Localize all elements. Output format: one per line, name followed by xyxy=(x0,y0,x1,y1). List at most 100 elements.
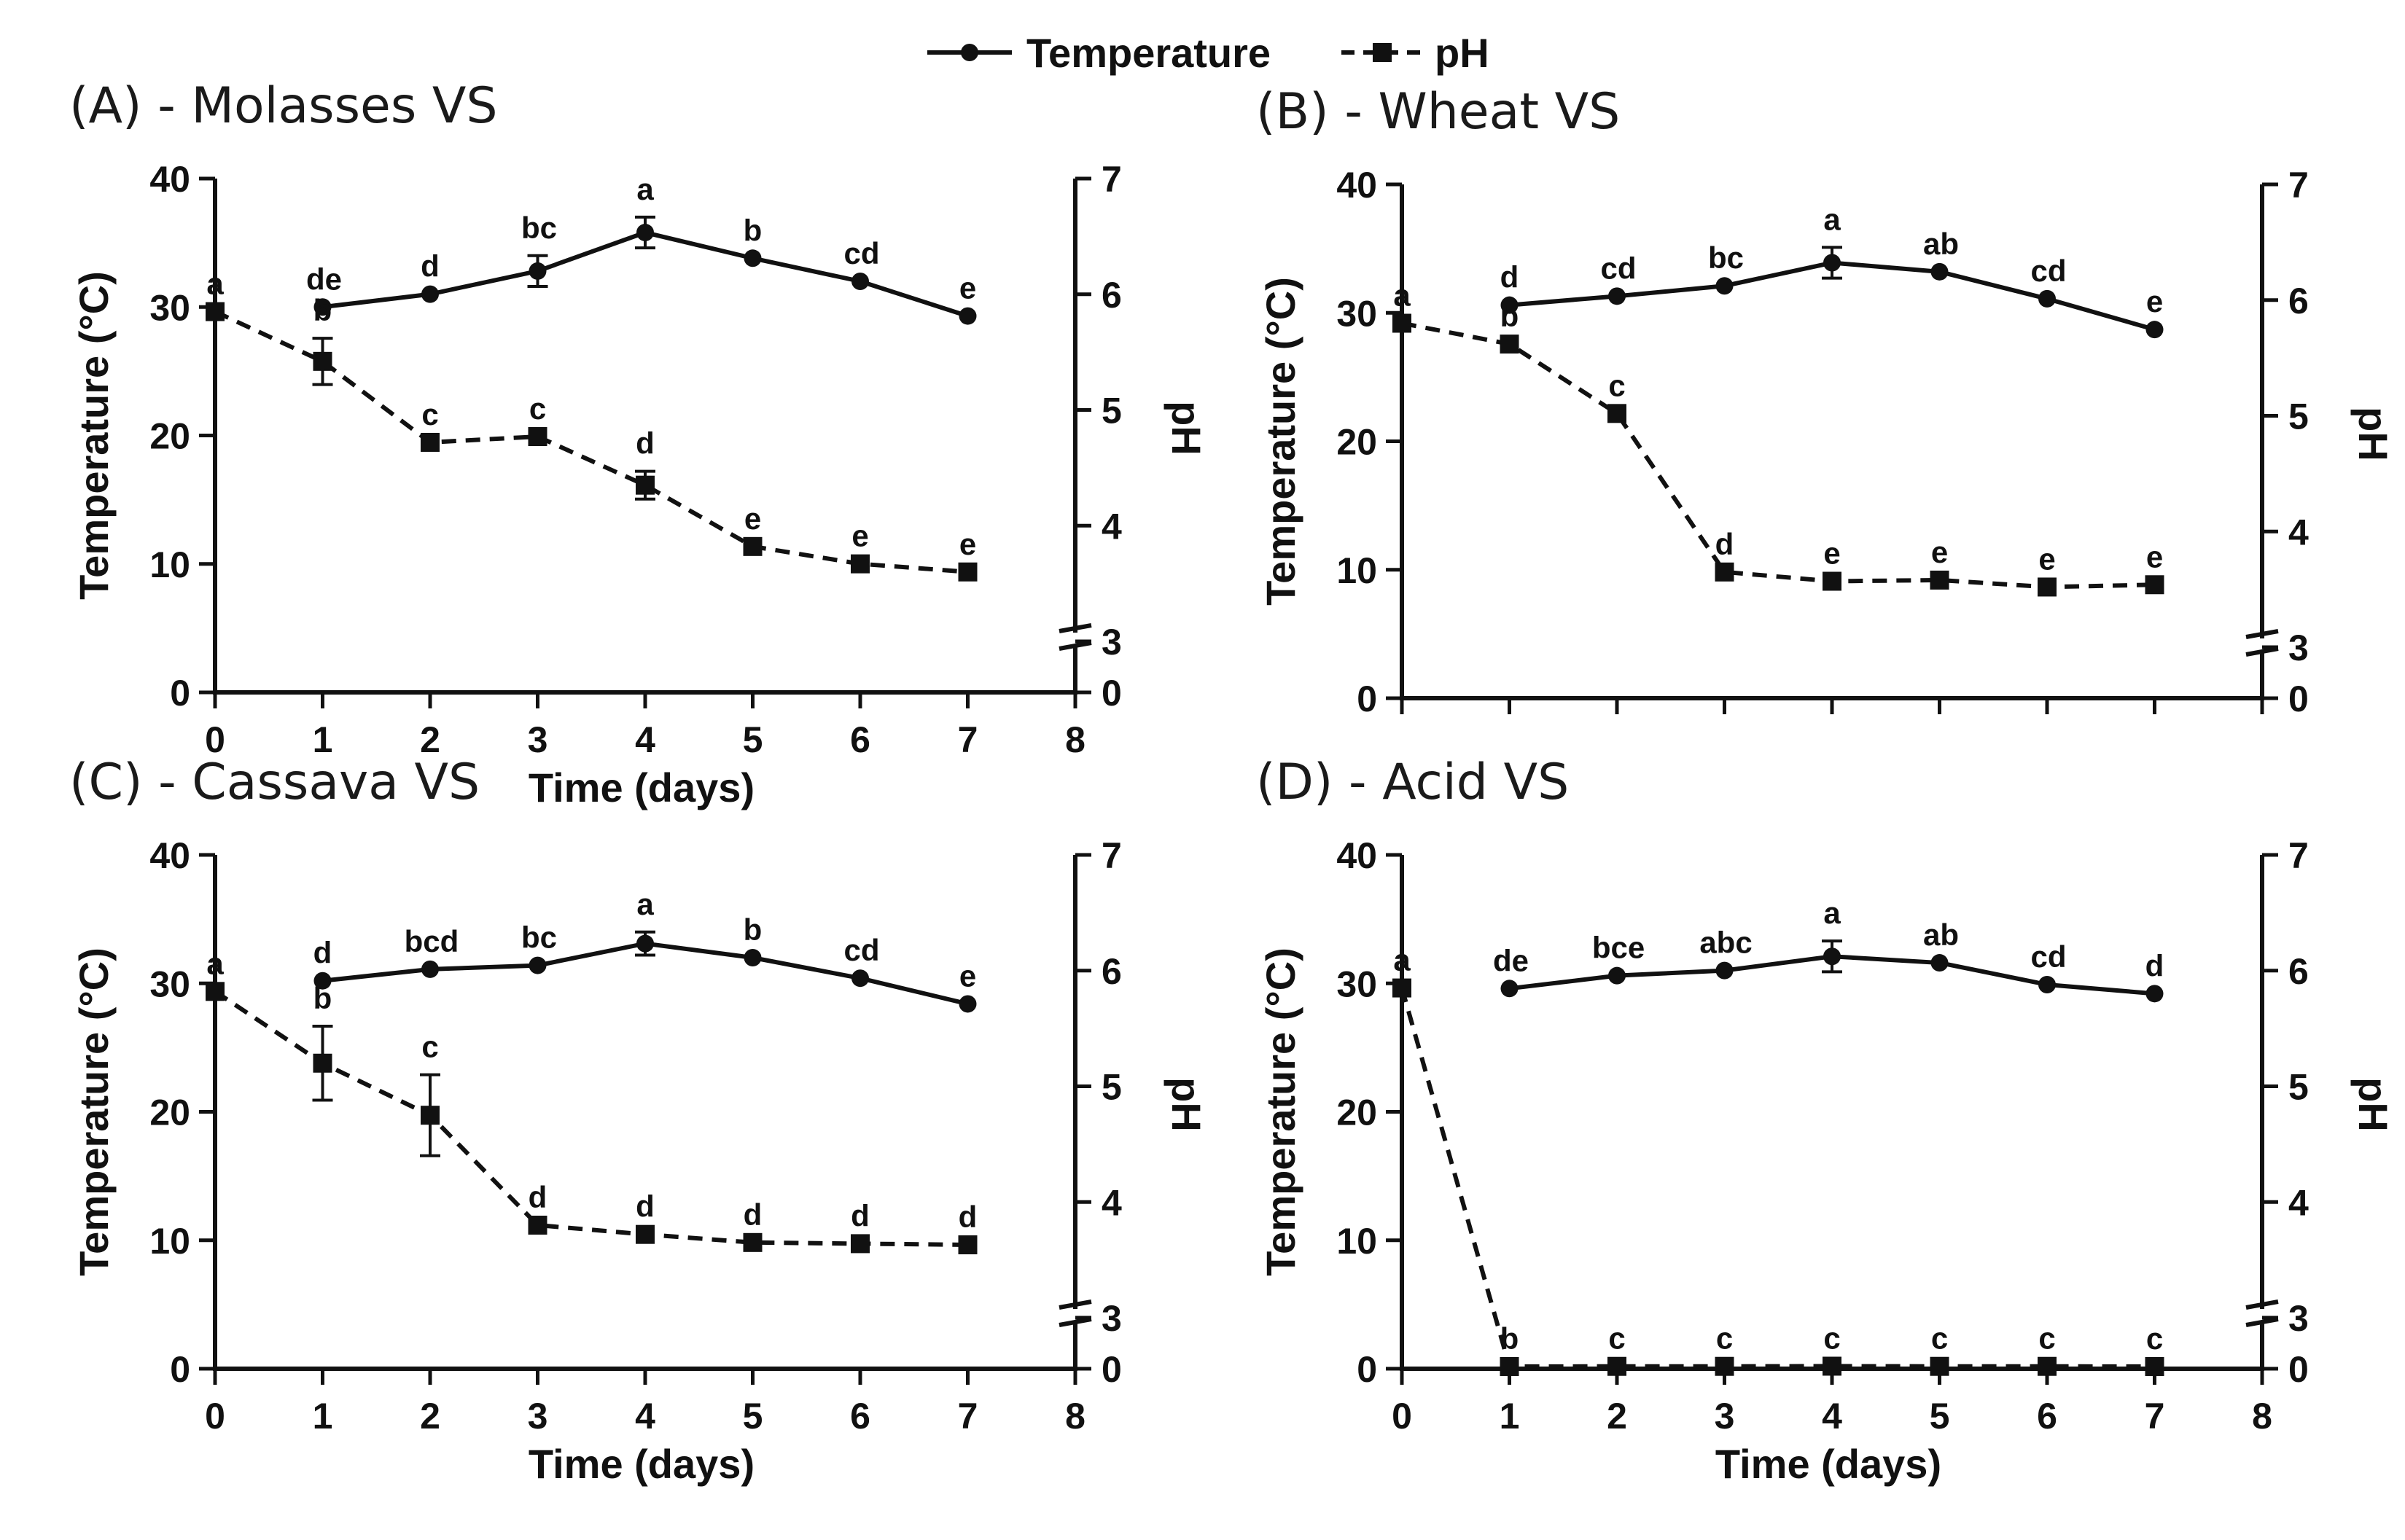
axis-break-mark xyxy=(2245,629,2279,639)
y-right-axis-label: pH xyxy=(1163,1077,1209,1132)
y-left-tick-label: 20 xyxy=(1336,422,1377,463)
temperature-point xyxy=(959,995,977,1013)
y-left-tick-label: 40 xyxy=(149,835,190,876)
temperature-significance-label: d xyxy=(2145,948,2164,982)
ph-significance-label: c xyxy=(421,1030,438,1064)
y-right-tick-label: 4 xyxy=(1102,506,1122,547)
panel-title: (D) - Acid VS xyxy=(1256,754,1569,811)
panel-title: (B) - Wheat VS xyxy=(1256,83,1620,141)
axis-break-mark xyxy=(2245,646,2279,657)
legend-ph-marker xyxy=(1373,43,1392,62)
ph-point xyxy=(206,302,225,321)
ph-significance-label: c xyxy=(529,391,546,426)
panel-title: (C) - Cassava VS xyxy=(69,754,480,811)
temperature-significance-label: ab xyxy=(1923,918,1959,952)
temperature-significance-label: bce xyxy=(1592,931,1645,965)
y-left-tick-label: 30 xyxy=(149,287,190,328)
ph-significance-label: c xyxy=(2146,1321,2163,1356)
temperature-point xyxy=(959,307,977,325)
y-right-tick-label: 3 xyxy=(1102,622,1122,662)
temperature-point xyxy=(313,972,332,990)
ph-significance-label: d xyxy=(959,1200,978,1234)
temperature-significance-label: bc xyxy=(521,921,557,955)
ph-point xyxy=(1607,1356,1626,1376)
temperature-point xyxy=(1715,277,1734,295)
temperature-significance-label: ab xyxy=(1923,227,1959,261)
y-right-tick-label: 6 xyxy=(1102,951,1122,992)
y-left-tick-label: 0 xyxy=(170,1349,190,1390)
ph-point xyxy=(2145,1356,2164,1376)
x-tick-label: 4 xyxy=(1822,1396,1842,1437)
y-left-axis-label: Temperature (°C) xyxy=(71,271,117,600)
temperature-point xyxy=(744,249,762,267)
x-tick-label: 8 xyxy=(1065,719,1085,760)
ph-significance-label: b xyxy=(313,981,332,1015)
ph-significance-label: c xyxy=(1931,1321,1948,1356)
ph-significance-label: c xyxy=(421,397,438,431)
y-left-tick-label: 40 xyxy=(1336,165,1377,206)
panel-a: (A) - Molasses VS0 1 2 3 4 5 6 7 801020304003456… xyxy=(69,77,1209,810)
ph-point xyxy=(1823,1356,1841,1376)
x-tick-label: 7 xyxy=(2145,1396,2165,1437)
y-right-tick-label: 0 xyxy=(1102,1349,1122,1390)
ph-significance-label: e xyxy=(1823,536,1840,571)
y-left-tick-label: 10 xyxy=(1336,550,1377,591)
ph-point xyxy=(1715,562,1734,582)
ph-significance-label: e xyxy=(2038,542,2055,576)
temperature-significance-label: cd xyxy=(2030,254,2066,288)
temperature-point xyxy=(1715,961,1734,980)
temperature-significance-label: cd xyxy=(843,236,879,270)
y-left-tick-label: 10 xyxy=(149,1221,190,1262)
temperature-significance-label: a xyxy=(1823,202,1841,236)
y-right-axis-label: pH xyxy=(2350,1077,2396,1132)
ph-significance-label: e xyxy=(959,527,976,561)
ph-point xyxy=(2145,575,2164,595)
ph-significance-label: a xyxy=(1393,278,1411,313)
temperature-significance-label: e xyxy=(959,271,976,305)
ph-significance-label: b xyxy=(1500,1321,1519,1356)
y-left-axis-label: Temperature (°C) xyxy=(71,947,117,1276)
temperature-significance-label: cd xyxy=(2030,939,2066,974)
x-tick-label: 0 xyxy=(205,1396,225,1437)
y-left-tick-label: 0 xyxy=(170,673,190,714)
ph-significance-label: c xyxy=(1823,1321,1840,1356)
ph-point xyxy=(1823,571,1841,591)
temperature-point xyxy=(529,262,547,280)
ph-significance-label: c xyxy=(1608,1321,1625,1356)
ph-significance-label: c xyxy=(2038,1321,2055,1356)
ph-point xyxy=(958,562,978,582)
ph-significance-label: d xyxy=(1715,527,1734,561)
ph-significance-label: c xyxy=(1716,1321,1733,1356)
ph-point xyxy=(1607,404,1626,423)
temperature-point xyxy=(851,273,869,290)
x-tick-label: 4 xyxy=(635,1396,655,1437)
axis-break-mark xyxy=(2245,1317,2279,1327)
y-left-tick-label: 0 xyxy=(1357,1349,1377,1390)
x-tick-label: 1 xyxy=(1500,1396,1520,1437)
temperature-point xyxy=(1930,262,1949,281)
ph-series-line xyxy=(214,989,968,1247)
ph-point xyxy=(958,1235,978,1254)
x-tick-label: 1 xyxy=(313,719,333,760)
temperature-point xyxy=(421,960,439,978)
y-right-tick-label: 6 xyxy=(1102,275,1122,316)
panel-title: (A) - Molasses VS xyxy=(69,77,498,135)
y-right-tick-label: 7 xyxy=(2288,835,2309,876)
y-right-tick-label: 4 xyxy=(2288,512,2309,552)
y-left-tick-label: 40 xyxy=(149,159,190,200)
ph-series-line xyxy=(1401,321,2155,590)
ph-significance-label: d xyxy=(744,1197,763,1232)
x-tick-label: 7 xyxy=(958,719,978,760)
y-right-tick-label: 3 xyxy=(2288,1298,2309,1339)
temperature-point xyxy=(1608,287,1626,305)
ph-point xyxy=(636,1224,655,1244)
temperature-significance-label: e xyxy=(959,958,976,993)
temperature-significance-label: de xyxy=(1493,943,1529,977)
y-right-tick-label: 5 xyxy=(1102,391,1122,431)
temperature-significance-label: bc xyxy=(521,211,557,245)
temperature-significance-label: d xyxy=(1500,260,1519,294)
y-left-tick-label: 20 xyxy=(1336,1093,1377,1133)
y-right-tick-label: 4 xyxy=(1102,1182,1122,1223)
temperature-point xyxy=(1823,254,1841,272)
